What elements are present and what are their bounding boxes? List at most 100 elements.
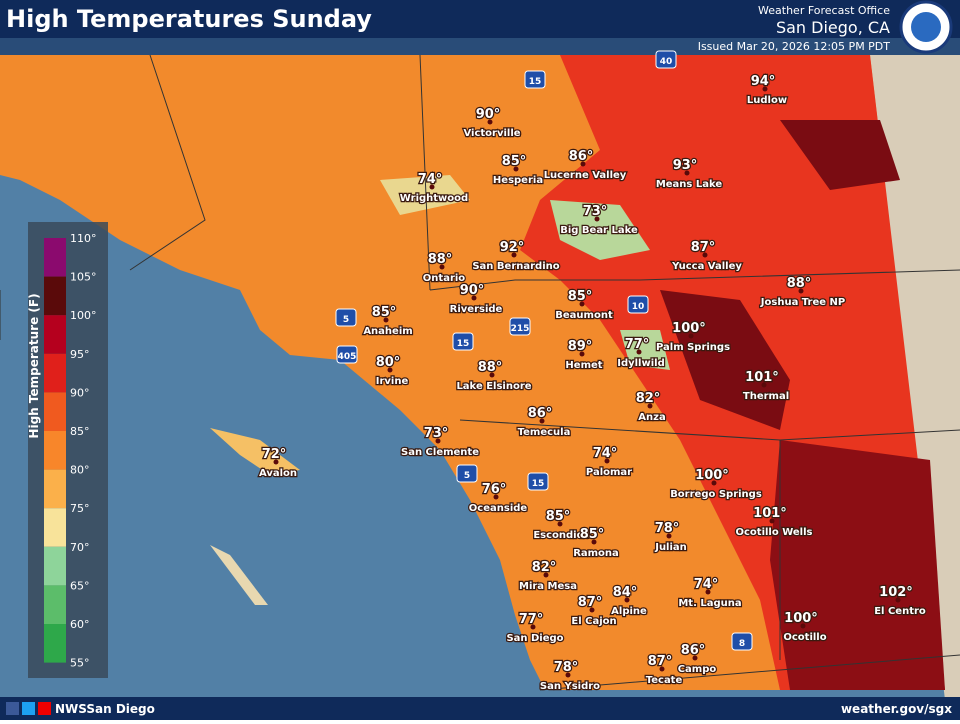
highway-number: 15 [457,339,470,349]
city-temp: 82° [532,560,557,575]
city-temp: 87° [578,595,603,610]
city: 78° San Ysidro [539,659,602,694]
city-temp: 93° [673,158,698,173]
city: 94° Ludlow [746,73,789,108]
city-temp: 101° [745,370,779,385]
city-name: Campo [678,664,717,675]
city-name: Idyllwild [617,358,665,369]
city-name: Anaheim [363,326,412,337]
city-dot [762,86,768,92]
highway-number: 10 [632,302,645,312]
city-dot [666,533,672,539]
website[interactable]: weather.gov/sgx [841,702,952,716]
city: 86° Campo [676,642,717,677]
city: 74° Mt. Laguna [677,576,743,611]
city-dot [471,295,477,301]
city: 85° Anaheim [362,304,414,339]
city: 100° Ocotillo [782,610,828,645]
header: High Temperatures Sunday Weather Forecas… [0,0,960,55]
city-temp: 90° [476,107,501,122]
highway-shield: 405 [336,345,358,364]
shield [731,632,753,651]
city-name: Big Bear Lake [560,225,638,236]
city-name: Ludlow [747,95,787,106]
shield [527,472,549,491]
city-temp: 74° [694,577,719,592]
city-temp: 78° [554,660,579,675]
city-temp: 77° [519,612,544,627]
legend-tick-label: 80° [70,464,90,477]
city: 74° Wrightwood [399,171,470,206]
highway-shield: 15 [524,70,546,89]
highway-shield: 215 [509,317,531,336]
city-temp: 85° [546,509,571,524]
city-name: Borrego Springs [670,489,762,500]
city-name: Ocotillo Wells [736,527,813,538]
shield [456,464,478,483]
city-dot [591,539,597,545]
city-dot [692,655,698,661]
shield [655,50,677,69]
shield [336,345,358,364]
facebook-icon[interactable] [6,702,19,715]
city: 88° Ontario [422,251,467,286]
city-name: Wrightwood [400,193,468,204]
mountain-cool [380,175,470,215]
youtube-icon[interactable] [38,702,51,715]
city-dot [565,672,571,678]
city-dot [493,494,499,500]
city: 88° Joshua Tree NP [759,275,847,310]
city-dot [711,480,717,486]
city: 90° Riverside [448,282,503,317]
city-dot [702,252,708,258]
city: 89° Hemet [564,338,604,373]
highway-shield: 5 [335,308,357,327]
legend-swatch [44,392,66,431]
highway-shield: 10 [627,295,649,314]
city-dot [579,301,585,307]
city-name: Alpine [611,606,647,617]
city: 93° Means Lake [655,157,724,192]
city-name: San Diego [506,633,563,644]
city-temp: 85° [372,305,397,320]
city-name: Joshua Tree NP [760,297,845,308]
city: 77° San Diego [505,611,565,646]
city-temp: 100° [784,611,818,626]
island [210,545,268,605]
city-temp: 74° [593,446,618,461]
city: 82° Anza [634,390,667,425]
city-temp: 82° [636,391,661,406]
shield [452,332,474,351]
legend-swatch [44,276,66,316]
highway-number: 8 [739,639,745,649]
legend-swatch [44,315,66,354]
city-name: Means Lake [656,179,723,190]
city-name: Escondido [533,530,590,541]
legend-tick-label: 65° [70,579,90,592]
city-temp: 85° [580,527,605,542]
city-dot [439,264,445,270]
footer: NWSSan Diego weather.gov/sgx [0,697,960,720]
city-dot [435,438,441,444]
very-hot-region [660,290,790,430]
legend-swatch [44,469,66,509]
twitter-icon[interactable] [22,702,35,715]
city-temp: 84° [613,585,638,600]
city: 101° Thermal [742,369,791,404]
highway-number: 15 [529,77,542,87]
city-name: Palomar [586,467,632,478]
city: 82° Mira Mesa [518,559,578,594]
city-temp: 100° [695,468,729,483]
city-name: Victorville [463,128,520,139]
city-dot [761,382,767,388]
city: 74° Palomar [585,445,634,480]
city-dot [800,623,806,629]
city-temp: 86° [681,643,706,658]
city-name: Irvine [376,376,409,387]
city-temp: 72° [262,447,287,462]
city-name: Ocotillo [783,632,826,643]
highway-shield: 5 [456,464,478,483]
city: 87° El Cajon [570,594,618,629]
mountain-cool [620,330,670,370]
city-temp: 89° [568,339,593,354]
